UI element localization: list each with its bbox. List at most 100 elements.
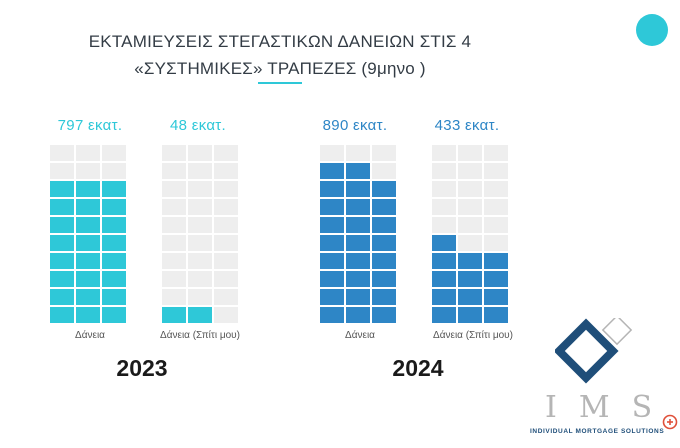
waffle-cell-filled	[320, 199, 344, 215]
waffle-cell-filled	[432, 289, 456, 305]
waffle-cell-filled	[346, 289, 370, 305]
waffle-cell-empty	[162, 289, 186, 305]
waffle-cell-empty	[214, 307, 238, 323]
logo-diamond-light	[601, 318, 633, 346]
waffle-cell-empty	[162, 271, 186, 287]
waffle-cell-empty	[432, 145, 456, 161]
waffle-cell-empty	[458, 181, 482, 197]
category-label-2023-loans: Δάνεια	[75, 330, 105, 341]
waffle-cell-empty	[188, 253, 212, 269]
waffle-cell-filled	[320, 217, 344, 233]
category-label-2024-spiti-mou: Δάνεια (Σπίτι μου)	[433, 330, 513, 341]
waffle-cell-filled	[76, 217, 100, 233]
waffle-cell-filled	[102, 253, 126, 269]
waffle-cell-empty	[162, 217, 186, 233]
waffle-cell-filled	[372, 307, 396, 323]
waffle-cell-empty	[346, 145, 370, 161]
waffle-cell-filled	[102, 289, 126, 305]
waffle-cell-empty	[162, 253, 186, 269]
waffle-cell-empty	[102, 145, 126, 161]
waffle-cell-filled	[346, 163, 370, 179]
waffle-cell-empty	[458, 163, 482, 179]
waffle-cell-filled	[320, 289, 344, 305]
logo-diamond-dark	[555, 318, 619, 384]
year-label-2023: 2023	[116, 355, 168, 381]
waffle-cell-empty	[50, 163, 74, 179]
waffle-cell-filled	[50, 271, 74, 287]
year-label-2024: 2024	[392, 355, 444, 381]
waffle-cell-empty	[372, 163, 396, 179]
waffle-cell-empty	[162, 235, 186, 251]
waffle-cell-filled	[50, 217, 74, 233]
waffle-cell-empty	[188, 271, 212, 287]
waffle-cell-empty	[188, 235, 212, 251]
waffle-cell-empty	[188, 163, 212, 179]
waffle-cell-filled	[320, 253, 344, 269]
waffle-cell-filled	[346, 253, 370, 269]
waffle-cell-filled	[50, 199, 74, 215]
waffle-cell-empty	[214, 271, 238, 287]
value-label-2023-loans: 797 εκατ.	[57, 117, 123, 134]
waffle-cell-empty	[214, 289, 238, 305]
waffle-cell-empty	[484, 217, 508, 233]
waffle-cell-filled	[372, 253, 396, 269]
waffle-cell-filled	[432, 253, 456, 269]
waffle-cell-filled	[372, 199, 396, 215]
waffle-bar-2023-spiti-mou	[162, 145, 238, 323]
waffle-cell-empty	[458, 217, 482, 233]
waffle-cell-filled	[432, 235, 456, 251]
value-label-2024-loans: 890 εκατ.	[322, 117, 388, 134]
waffle-cell-filled	[76, 307, 100, 323]
waffle-cell-empty	[458, 199, 482, 215]
chart-title: ΕΚΤΑΜΙΕΥΣΕΙΣ ΣΤΕΓΑΣΤΙΚΩΝ ΔΑΝΕΙΩΝ ΣΤΙΣ 4 …	[60, 28, 500, 82]
waffle-cell-filled	[76, 235, 100, 251]
ims-logo-mark	[555, 318, 633, 384]
waffle-cell-filled	[432, 307, 456, 323]
waffle-cell-filled	[102, 181, 126, 197]
waffle-cell-empty	[484, 181, 508, 197]
waffle-bar-2023-loans	[50, 145, 126, 323]
logo-tagline: INDIVIDUAL MORTGAGE SOLUTIONS	[530, 428, 665, 435]
waffle-cell-empty	[432, 181, 456, 197]
waffle-cell-filled	[346, 199, 370, 215]
waffle-cell-empty	[76, 163, 100, 179]
waffle-cell-empty	[76, 145, 100, 161]
waffle-cell-filled	[76, 289, 100, 305]
waffle-cell-filled	[346, 271, 370, 287]
waffle-cell-filled	[484, 289, 508, 305]
zoom-plus-icon[interactable]	[662, 414, 678, 430]
waffle-cell-filled	[346, 307, 370, 323]
waffle-cell-filled	[102, 307, 126, 323]
waffle-cell-filled	[162, 307, 186, 323]
value-label-2024-spiti-mou: 433 εκατ.	[434, 117, 500, 134]
chart-title-line-2: «ΣΥΣΤΗΜΙΚΕΣ» ΤΡΑΠΕΖΕΣ (9μηνο )	[134, 59, 426, 78]
waffle-cell-empty	[320, 145, 344, 161]
accent-dot	[636, 14, 668, 46]
waffle-cell-filled	[102, 271, 126, 287]
waffle-cell-empty	[214, 181, 238, 197]
waffle-cell-empty	[432, 163, 456, 179]
waffle-cell-empty	[432, 199, 456, 215]
waffle-cell-empty	[372, 145, 396, 161]
category-label-2024-loans: Δάνεια	[345, 330, 375, 341]
waffle-cell-empty	[162, 181, 186, 197]
waffle-cell-empty	[188, 289, 212, 305]
waffle-cell-filled	[76, 271, 100, 287]
waffle-cell-empty	[102, 163, 126, 179]
waffle-cell-filled	[320, 271, 344, 287]
waffle-cell-filled	[102, 235, 126, 251]
waffle-cell-filled	[458, 271, 482, 287]
waffle-cell-filled	[320, 235, 344, 251]
waffle-cell-filled	[76, 181, 100, 197]
waffle-cell-filled	[484, 253, 508, 269]
waffle-cell-filled	[76, 253, 100, 269]
waffle-cell-filled	[346, 181, 370, 197]
waffle-cell-filled	[484, 271, 508, 287]
waffle-cell-filled	[372, 271, 396, 287]
waffle-cell-empty	[162, 199, 186, 215]
waffle-bar-2024-spiti-mou	[432, 145, 508, 323]
chart-title-line-1: ΕΚΤΑΜΙΕΥΣΕΙΣ ΣΤΕΓΑΣΤΙΚΩΝ ΔΑΝΕΙΩΝ ΣΤΙΣ 4	[88, 32, 472, 51]
waffle-cell-empty	[214, 145, 238, 161]
category-label-2023-spiti-mou: Δάνεια (Σπίτι μου)	[160, 330, 240, 341]
waffle-cell-filled	[50, 253, 74, 269]
